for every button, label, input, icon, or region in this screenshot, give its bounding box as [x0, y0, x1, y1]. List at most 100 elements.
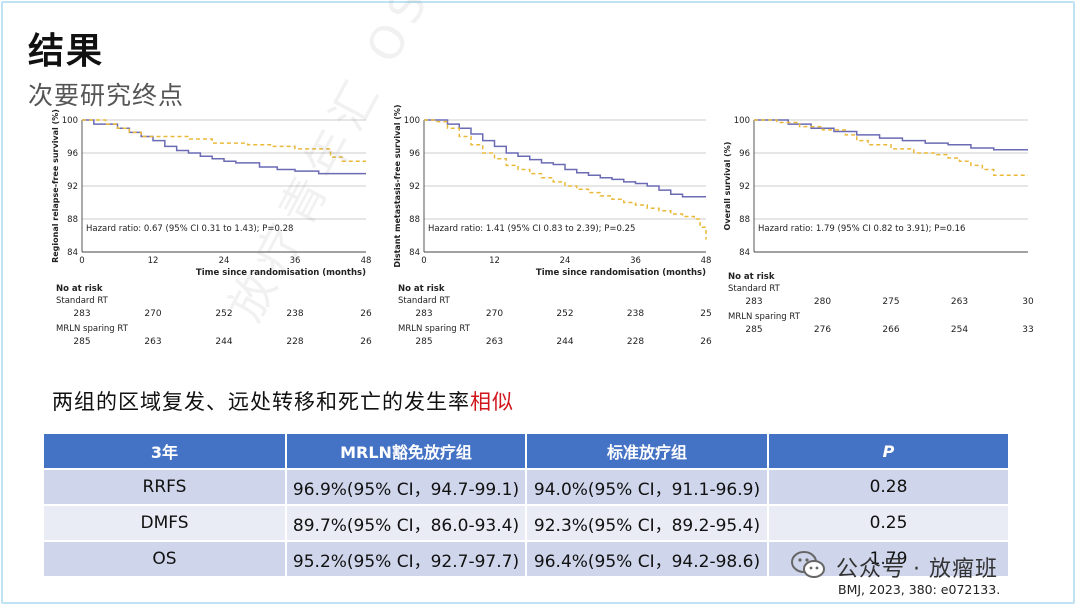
y-axis-label: Regional relapse-free survival (%): [51, 109, 60, 263]
km-curve-standard-rt: [754, 119, 1028, 177]
y-tick-label: 96: [739, 149, 750, 159]
table-cell: 89.7%(95% CI，86.0-93.4): [286, 504, 527, 541]
risk-table-value: 26: [360, 337, 372, 347]
risk-table-value: 263: [950, 297, 969, 307]
risk-table-value: 285: [73, 337, 91, 347]
y-tick-label: 88: [67, 215, 78, 225]
wechat-icon: [791, 551, 825, 578]
table-cell: RRFS: [44, 468, 287, 505]
risk-table-value: 283: [73, 309, 91, 319]
summary-statement: 两组的区域复发、远处转移和死亡的发生率相似: [52, 386, 514, 416]
risk-table-value: 270: [144, 309, 162, 319]
risk-table-value: 266: [882, 325, 900, 335]
risk-table-row-label: MRLN sparing RT: [728, 312, 800, 322]
table-cell: 94.0%(95% CI，91.1-96.9): [526, 468, 769, 505]
km-chart-svg: 84 88 92 96 100 0 12 24 36 48 Time since randomisa…: [393, 104, 712, 278]
x-tick-label: 24: [219, 256, 230, 266]
table-cell: 92.3%(95% CI，89.2-95.4): [526, 504, 769, 541]
risk-table-value: 30: [1022, 297, 1034, 307]
hazard-ratio-annotation: Hazard ratio: 0.67 (95% CI 0.31 to 1.43)…: [86, 224, 293, 234]
table-cell: 0.28: [768, 468, 1008, 505]
risk-table-row-label: Standard RT: [56, 296, 108, 306]
hazard-ratio-annotation: Hazard ratio: 1.79 (95% CI 0.82 to 3.91)…: [758, 224, 965, 234]
risk-table-value: 238: [626, 309, 645, 319]
y-tick-label: 88: [409, 215, 420, 225]
summary-highlight: 相似: [470, 390, 514, 414]
table-cell: 95.2%(95% CI，92.7-97.7): [286, 540, 527, 576]
citation: BMJ, 2023, 380: e072133.: [838, 582, 1001, 597]
x-axis-label: Time since randomisation (months): [536, 268, 706, 278]
y-tick-label: 84: [67, 248, 78, 258]
hazard-ratio-annotation: Hazard ratio: 1.41 (95% CI 0.83 to 2.39)…: [428, 224, 635, 234]
km-curve-mrln-sparing: [754, 119, 1028, 151]
risk-table-value: 270: [485, 309, 504, 319]
y-tick-label: 96: [409, 149, 420, 159]
km-chart-svg: 84 88 92 96 100 Overall survival (%) Hazard ra…: [723, 116, 1028, 258]
km-chart-svg: 84 88 92 96 100 0 12 24 36 48 Time since randomisa…: [51, 109, 371, 278]
risk-table-row-label: MRLN sparing RT: [398, 324, 470, 334]
risk-table-row-label: Standard RT: [398, 296, 450, 306]
risk-table-value: 263: [485, 337, 504, 347]
risk-table-value: 26: [360, 309, 372, 319]
risk-table-value: 252: [215, 309, 233, 319]
table-cell: 96.4%(95% CI，94.2-98.6): [526, 540, 769, 576]
x-axis-label: Time since randomisation (months): [196, 268, 366, 278]
account-watermark: 公众号 · 放瘤班: [836, 557, 998, 582]
table-cell: OS: [44, 540, 287, 576]
risk-table-value: 244: [556, 337, 574, 347]
risk-table-value: 285: [415, 337, 433, 347]
y-tick-label: 84: [409, 248, 420, 258]
risk-table-value: 263: [144, 337, 162, 347]
y-tick-label: 100: [62, 116, 78, 126]
risk-table-value: 283: [745, 297, 763, 307]
risk-table-value: 276: [813, 325, 832, 335]
y-tick-label: 100: [404, 116, 420, 126]
x-tick-label: 0: [421, 256, 426, 266]
y-tick-label: 92: [739, 182, 750, 192]
x-tick-label: 24: [560, 256, 571, 266]
risk-table-value: 26: [700, 337, 712, 347]
header-cell-standard-rt: 标准放疗组: [526, 434, 769, 469]
km-curve-standard-rt: [82, 119, 366, 162]
risk-table-value: 283: [415, 309, 433, 319]
slide-title: 结果: [28, 31, 105, 72]
risk-table-row-label: Standard RT: [728, 284, 780, 294]
km-panel-rrfs: 84 88 92 96 100 0 12 24 36 48 Time since randomisa…: [50, 109, 372, 352]
x-tick-label: 12: [489, 256, 500, 266]
risk-table-value: 275: [882, 297, 900, 307]
risk-table-value: 280: [813, 297, 832, 307]
risk-table-value: 25: [700, 309, 712, 319]
risk-table-value: 252: [556, 309, 574, 319]
x-tick-label: 48: [701, 256, 712, 266]
slide-subtitle: 次要研究终点: [28, 81, 185, 110]
risk-table-value: 285: [745, 325, 763, 335]
table-row: DMFS 89.7%(95% CI，86.0-93.4) 92.3%(95% C…: [44, 504, 1008, 541]
y-tick-label: 88: [739, 215, 750, 225]
km-curve-mrln-sparing: [424, 119, 706, 198]
x-tick-label: 36: [290, 256, 301, 266]
results-table-header: 3年 MRLN豁免放疗组 标准放疗组 P: [44, 434, 1008, 469]
summary-prefix: 两组的区域复发、远处转移和死亡的发生率: [52, 390, 470, 414]
risk-table-value: 238: [286, 309, 304, 319]
risk-table-heading: No at risk: [728, 272, 775, 282]
y-tick-label: 84: [739, 248, 750, 258]
risk-table-value: 254: [950, 325, 969, 335]
risk-table-value: 244: [215, 337, 233, 347]
risk-table-value: 228: [286, 337, 304, 347]
header-cell-timepoint: 3年: [44, 434, 287, 469]
y-axis-label: Distant metastasis-free survival (%): [393, 104, 402, 267]
km-curve-standard-rt: [424, 119, 707, 240]
risk-table-heading: No at risk: [398, 284, 445, 294]
km-panel-dmfs: 84 88 92 96 100 0 12 24 36 48 Time since randomisa…: [392, 104, 712, 352]
x-tick-label: 12: [148, 256, 159, 266]
y-tick-label: 92: [409, 182, 420, 192]
table-row: RRFS 96.9%(95% CI，94.7-99.1) 94.0%(95% C…: [44, 468, 1008, 505]
y-tick-label: 92: [67, 182, 78, 192]
y-axis-label: Overall survival (%): [723, 142, 732, 231]
risk-table-row-label: MRLN sparing RT: [56, 324, 128, 334]
km-panel-os: 84 88 92 96 100 Overall survival (%) Hazard ra…: [722, 112, 1034, 352]
risk-table-heading: No at risk: [56, 284, 103, 294]
km-curve-mrln-sparing: [82, 119, 366, 175]
y-tick-label: 96: [67, 149, 78, 159]
